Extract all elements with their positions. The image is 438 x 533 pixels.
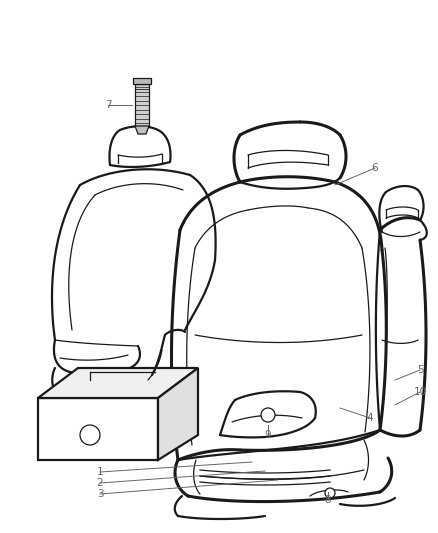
Circle shape [80,425,100,445]
Text: 7: 7 [105,100,111,110]
Text: 6: 6 [372,163,378,173]
Text: 4: 4 [367,413,373,423]
Polygon shape [38,398,158,460]
Polygon shape [133,78,151,84]
Text: 3: 3 [97,489,103,499]
Polygon shape [158,368,198,460]
Circle shape [325,488,335,498]
Text: 8: 8 [325,495,331,505]
Text: 9: 9 [265,430,271,440]
Text: 5: 5 [417,365,423,375]
Text: 2: 2 [97,478,103,488]
Polygon shape [135,126,149,134]
Polygon shape [38,368,198,398]
Circle shape [261,408,275,422]
Text: 1: 1 [97,467,103,477]
Polygon shape [135,84,149,126]
Text: 10: 10 [413,387,427,397]
